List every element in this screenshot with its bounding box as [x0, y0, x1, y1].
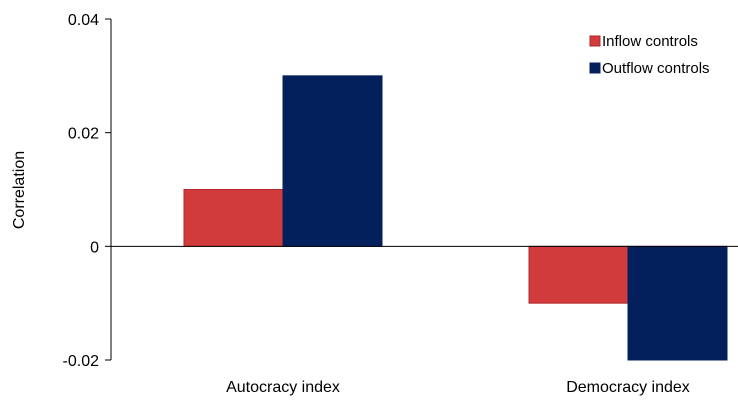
- y-tick-label: -0.02: [63, 353, 100, 370]
- x-category-label: Democracy index: [566, 379, 690, 396]
- legend-label: Inflow controls: [602, 33, 698, 50]
- y-axis-title: Correlation: [11, 151, 28, 229]
- bar-inflow-1: [528, 245, 629, 304]
- legend-label: Outflow controls: [602, 60, 710, 77]
- bar-inflow-0: [183, 189, 284, 247]
- bar-outflow-0: [282, 75, 383, 247]
- y-tick-label: 0.02: [68, 126, 99, 143]
- y-tick-label: 0.04: [68, 12, 99, 29]
- legend-swatch-outflow: [589, 62, 601, 74]
- y-tick-label: 0: [90, 239, 99, 256]
- bar-outflow-1: [627, 245, 728, 361]
- legend-swatch-inflow: [589, 35, 601, 47]
- legend: Inflow controls Outflow controls: [589, 33, 710, 77]
- plot-area: -0.02 0 0.02 0.04 Autocracy index Democracy i…: [63, 12, 738, 396]
- x-category-label: Autocracy index: [226, 379, 340, 396]
